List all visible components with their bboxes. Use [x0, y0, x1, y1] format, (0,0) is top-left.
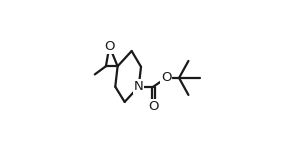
Text: O: O: [148, 100, 159, 113]
Text: N: N: [134, 80, 144, 93]
Text: O: O: [161, 71, 171, 84]
Text: O: O: [104, 40, 115, 53]
